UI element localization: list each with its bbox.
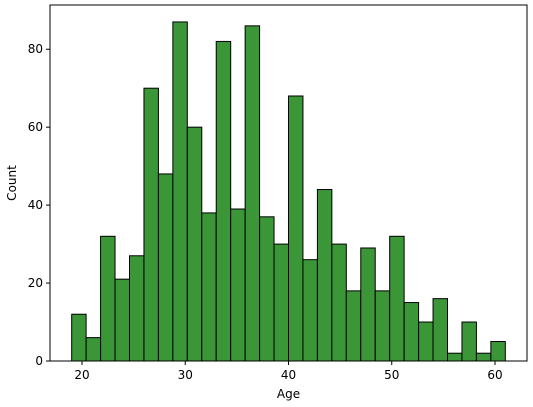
histogram-bar [447,352,463,362]
histogram-bar [244,25,261,362]
histogram-bar [114,278,131,362]
histogram-bar [215,40,232,362]
histogram-bar [230,208,246,362]
histogram-bar [389,235,405,362]
y-tick-label: 0 [35,354,43,368]
histogram-bar [403,302,420,362]
histogram-bar [461,321,477,362]
histogram-bar [186,126,203,362]
histogram-bar [71,313,87,362]
histogram-bar [143,87,159,362]
histogram-bar [85,337,102,362]
histogram-bar [432,298,448,362]
x-tick-label: 30 [178,368,193,382]
histogram-bar [345,290,362,362]
histogram-bar [129,255,145,362]
histogram-bar [374,290,391,362]
histogram-bar [490,341,506,362]
y-tick-label: 20 [28,276,43,290]
histogram-bar [475,352,492,362]
y-tick-label: 80 [28,42,43,56]
histogram-bar [157,173,174,362]
histogram-bar [259,216,275,362]
histogram-bar [360,247,376,362]
y-axis: 0 20 40 60 80 [28,42,50,368]
histogram-bars [71,21,506,362]
x-axis-label: Age [277,387,300,401]
y-tick-label: 40 [28,198,43,212]
x-tick-label: 20 [74,368,89,382]
x-tick-label: 40 [281,368,296,382]
histogram-bar [172,21,188,362]
x-tick-label: 50 [384,368,399,382]
histogram-bar [418,321,434,362]
x-axis: 20 30 40 50 60 [74,361,503,382]
y-axis-label: Count [5,165,19,201]
histogram-bar [302,259,318,362]
histogram-bar [201,212,217,362]
histogram-bar [288,95,304,362]
histogram-bar [331,243,347,362]
histogram-bar [273,243,289,362]
y-tick-label: 60 [28,120,43,134]
histogram-bar [316,189,333,362]
histogram-bar [100,235,116,362]
x-tick-label: 60 [487,368,502,382]
